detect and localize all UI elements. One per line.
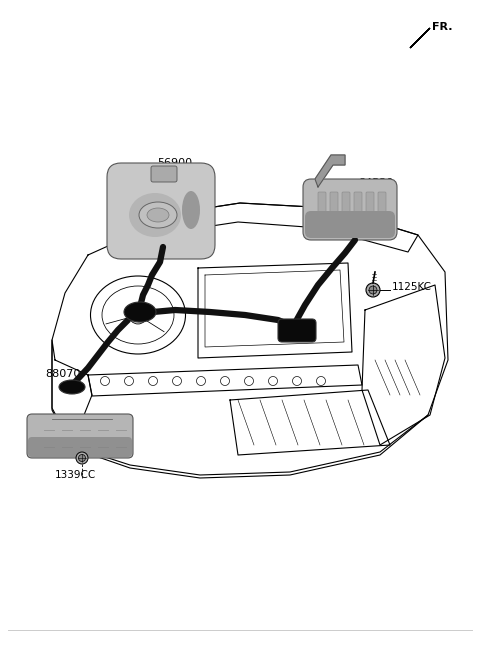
FancyBboxPatch shape [107,163,215,259]
FancyBboxPatch shape [303,179,397,240]
Ellipse shape [59,380,85,394]
FancyBboxPatch shape [366,192,374,228]
FancyBboxPatch shape [342,192,350,228]
FancyBboxPatch shape [278,319,316,342]
Text: 1125KC: 1125KC [392,282,432,292]
Text: 56900: 56900 [157,158,192,168]
FancyBboxPatch shape [151,166,177,182]
FancyBboxPatch shape [378,192,386,228]
Circle shape [76,452,88,464]
FancyBboxPatch shape [27,414,133,458]
Text: 84530: 84530 [358,178,393,188]
Polygon shape [315,155,345,187]
Ellipse shape [182,191,200,229]
Circle shape [129,306,147,324]
Circle shape [366,283,380,297]
Ellipse shape [147,208,169,222]
FancyBboxPatch shape [318,192,326,228]
Circle shape [79,455,85,462]
Polygon shape [410,28,430,48]
Text: FR.: FR. [432,22,453,32]
FancyBboxPatch shape [305,211,395,238]
FancyBboxPatch shape [28,437,132,457]
Ellipse shape [129,193,181,237]
Ellipse shape [124,302,156,322]
Text: 88070: 88070 [45,369,80,379]
Circle shape [369,286,377,294]
Text: 1339CC: 1339CC [55,470,96,480]
FancyBboxPatch shape [354,192,362,228]
FancyBboxPatch shape [330,192,338,228]
Ellipse shape [139,202,177,228]
